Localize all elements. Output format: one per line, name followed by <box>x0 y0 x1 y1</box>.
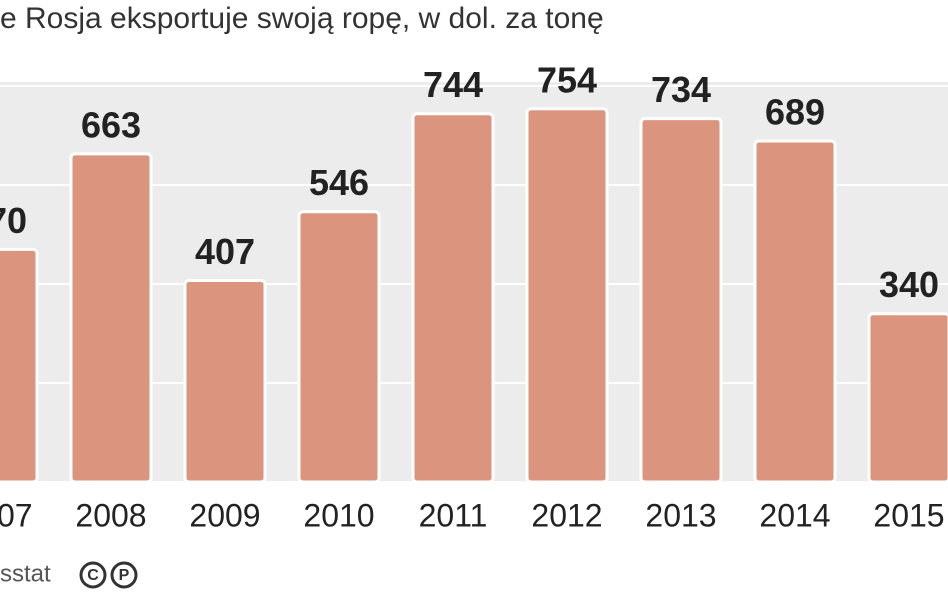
svg-text:P: P <box>119 567 130 584</box>
x-tick-label: 2011 <box>419 497 488 533</box>
value-label: 689 <box>765 91 825 132</box>
value-label: 546 <box>309 162 369 203</box>
x-tick-label: 2013 <box>645 497 716 533</box>
bar <box>297 210 381 484</box>
bar <box>525 107 609 484</box>
chart-title: e Rosja eksportuje swoją ropę, w dol. za… <box>0 2 604 35</box>
x-tick-label: 2010 <box>303 497 374 533</box>
x-tick-label: 2012 <box>531 497 602 533</box>
value-label: 663 <box>81 104 141 145</box>
value-label: 340 <box>879 264 939 305</box>
bar <box>753 139 837 484</box>
x-tick-label: 2007 <box>0 497 33 533</box>
svg-text:C: C <box>87 567 99 584</box>
value-label: 744 <box>423 64 483 105</box>
source: sstat <box>0 560 51 587</box>
x-tick-label: 2009 <box>189 497 260 533</box>
bar <box>0 247 39 484</box>
value-label: 407 <box>195 231 255 272</box>
bar <box>411 112 495 484</box>
value-label: 470 <box>0 200 27 241</box>
x-tick-label: 2008 <box>75 497 146 533</box>
bar <box>183 279 267 484</box>
x-tick-label: 2014 <box>759 497 830 533</box>
value-label: 734 <box>651 69 711 110</box>
bar <box>639 117 723 484</box>
x-tick-label: 2015 <box>873 497 944 533</box>
bar <box>867 312 948 484</box>
bar <box>69 152 153 484</box>
value-label: 754 <box>537 59 597 100</box>
license-icons: C P <box>79 561 138 589</box>
